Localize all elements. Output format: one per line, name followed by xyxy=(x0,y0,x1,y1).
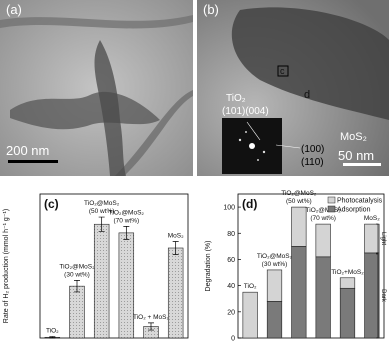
y-axis-label: Degradation (%) xyxy=(205,241,212,292)
y-tick-label: 100 xyxy=(223,205,235,212)
region-label: d xyxy=(304,89,310,101)
category-label: (50 wt%) xyxy=(89,208,115,215)
bar-segment xyxy=(364,252,380,339)
scale-bar-label: 200 nm xyxy=(6,143,49,158)
bar-segment xyxy=(291,246,307,339)
category-label: TiO₂@MoS₂ xyxy=(109,209,145,216)
legend-label: Adsorption xyxy=(337,207,371,214)
category-label: TiO₂@MoS₂ xyxy=(257,253,293,260)
panel-label: (b) xyxy=(203,2,219,17)
bar xyxy=(167,247,184,339)
category-label: TiO₂ xyxy=(244,283,257,290)
y-tick-label: 60 xyxy=(227,257,235,264)
error-bar xyxy=(172,241,179,255)
bar-segment xyxy=(339,277,356,289)
category-label: (70 wt%) xyxy=(114,217,140,224)
category-label: TiO₂@MoS₂ xyxy=(84,200,120,207)
tem-image-b xyxy=(197,0,389,176)
bar xyxy=(69,285,85,339)
category-label: TiO₂+MoS₂ xyxy=(331,269,364,276)
category-label: TiO₂@MoS₂ xyxy=(281,190,317,197)
error-bar xyxy=(123,226,130,240)
category-label: TiO₂ + MoS₂ xyxy=(133,314,170,321)
y-tick-label: 80 xyxy=(227,231,235,238)
y-axis-label: Rate of H₂ production (mmol h⁻¹ g⁻¹) xyxy=(3,209,10,323)
y-tick-label: 40 xyxy=(227,283,235,290)
panel-label: (d) xyxy=(242,197,257,211)
bar-segment xyxy=(291,206,307,247)
error-bar xyxy=(74,280,80,293)
planes-label: (101)(004) xyxy=(222,106,269,117)
category-label: MoS₂ xyxy=(364,215,380,222)
plot-frame xyxy=(237,193,385,339)
y-tick-label: 20 xyxy=(227,309,235,316)
bar-segment xyxy=(315,223,331,258)
annotation: Dark xyxy=(380,289,386,303)
bar-segment xyxy=(315,256,331,339)
error-bar xyxy=(49,336,56,339)
category-label: (70 wt%) xyxy=(310,215,336,222)
bar-segment xyxy=(266,301,283,339)
category-label: TiO₂ xyxy=(46,328,59,335)
bar-segment xyxy=(242,291,258,339)
category-label: MoS₂ xyxy=(168,233,184,240)
y-tick-label: 0 xyxy=(231,336,235,343)
category-label: (50 wt%) xyxy=(286,198,312,205)
category-label: TiO₂@MoS₂ xyxy=(306,207,342,214)
error-bar xyxy=(148,322,154,331)
category-label: TiO₂@MoS₂ xyxy=(59,263,95,270)
legend-swatch xyxy=(327,196,336,204)
region-label: c xyxy=(280,66,285,76)
saed-label: (100) xyxy=(301,144,324,155)
bracket xyxy=(376,223,379,339)
error-bar xyxy=(98,216,105,232)
category-label: (30 wt%) xyxy=(262,261,288,268)
bar xyxy=(118,232,135,339)
panel-label: (c) xyxy=(44,197,59,211)
legend-swatch xyxy=(327,205,336,213)
phase-label: TiO₂ xyxy=(226,93,246,104)
plot-frame xyxy=(39,193,189,339)
panel-label: (a) xyxy=(6,2,22,17)
bar xyxy=(93,223,110,339)
category-label: (30 wt%) xyxy=(64,271,90,278)
material-label: MoS₂ xyxy=(340,131,367,143)
saed-label: (110) xyxy=(301,157,324,168)
annotation: Light xyxy=(380,232,386,245)
tem-image-a xyxy=(0,0,193,176)
legend-label: Photocatalysis xyxy=(337,198,383,205)
bar-segment xyxy=(364,223,380,254)
bar-segment xyxy=(266,269,283,302)
bar-segment xyxy=(339,287,356,339)
scale-bar-label: 50 nm xyxy=(338,148,374,163)
